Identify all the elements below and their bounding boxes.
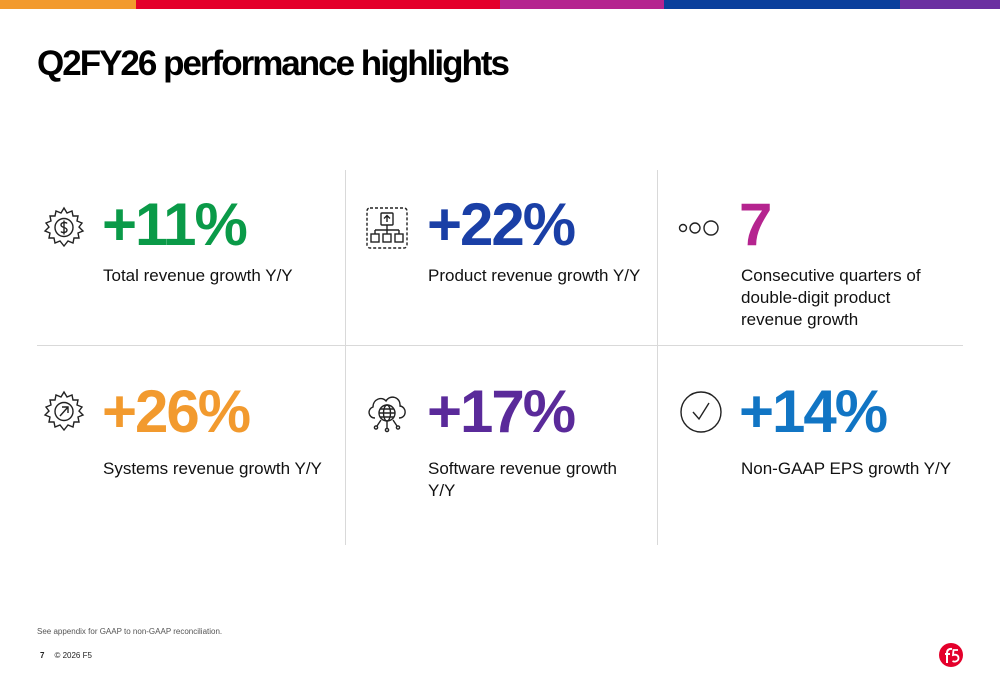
metric-label: Consecutive quarters of double-digit pro… [741,266,921,329]
bar-segment-magenta [500,0,664,9]
product-flow-icon [363,204,411,252]
bar-segment-red [136,0,500,9]
top-color-bar [0,0,1000,9]
metric-label: Software revenue growth Y/Y [428,459,617,500]
metric-label: Non-GAAP EPS growth Y/Y [741,459,952,478]
metric-value: 7 [739,191,772,258]
grid-divider-vertical-2 [657,170,658,545]
bar-segment-purple [900,0,1000,9]
metric-value: +17% [427,378,576,445]
page-number: 7 [40,651,45,660]
checkmark-circle-icon [677,388,725,436]
metric-value: +26% [102,378,251,445]
footer: 7 © 2026 F5 [40,651,92,660]
dollar-gear-icon [40,204,88,252]
three-circles-icon [677,204,725,252]
f5-logo [938,642,964,668]
metric-label: Systems revenue growth Y/Y [103,459,322,478]
bar-segment-blue [664,0,900,9]
arrow-gear-icon [40,388,88,436]
grid-divider-vertical-1 [345,170,346,545]
copyright: © 2026 F5 [54,651,92,660]
metric-label: Product revenue growth Y/Y [428,266,641,285]
bar-segment-orange [0,0,136,9]
metric-value: +11% [102,191,248,258]
metric-label: Total revenue growth Y/Y [103,266,293,285]
grid-divider-horizontal [37,345,963,346]
cloud-globe-icon [363,388,411,436]
footnote: See appendix for GAAP to non-GAAP reconc… [37,627,223,636]
page-title: Q2FY26 performance highlights [37,44,510,83]
metric-value: +22% [427,191,576,258]
metric-value: +14% [739,378,888,445]
